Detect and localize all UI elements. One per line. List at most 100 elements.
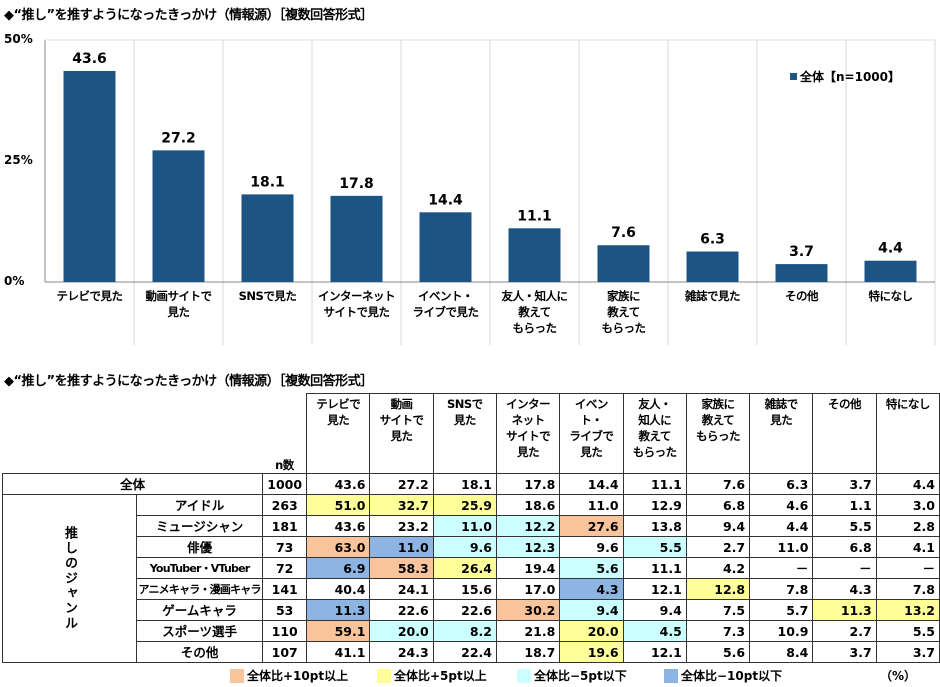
table-cell: 6.8 — [685, 494, 751, 516]
table-cell: 11.0 — [559, 494, 624, 516]
data-label: 6.3 — [700, 232, 725, 248]
column-header: 特になし — [875, 393, 940, 474]
n-value: 107 — [262, 641, 308, 663]
n-value: 263 — [262, 494, 308, 516]
table-cell: 2.7 — [812, 620, 877, 642]
table-cell: 4.4 — [749, 515, 814, 537]
bar — [152, 150, 205, 282]
table-cell: 17.0 — [495, 578, 561, 600]
n-value: 73 — [262, 536, 308, 558]
table-cell: 5.5 — [875, 620, 940, 642]
table-cell: 18.1 — [432, 473, 497, 495]
table-cell: － — [812, 557, 877, 579]
bar — [775, 264, 828, 282]
table-cell: 8.4 — [749, 641, 814, 663]
column-header: その他 — [812, 393, 877, 474]
legend-swatch — [517, 668, 531, 683]
row-label: 俳優 — [135, 536, 264, 558]
table-row: YouTuber・VTuber 72 6.9 58.3 26.4 19.4 5.6 11.1 4… — [3, 557, 940, 579]
bar — [597, 245, 650, 282]
category-label: インターネット サイトで見た — [318, 289, 396, 319]
table-cell: 12.8 — [685, 578, 751, 600]
category-label: 家族に 教えて もらった — [601, 289, 647, 335]
table-cell: 11.3 — [306, 599, 371, 621]
table-cell: 63.0 — [306, 536, 371, 558]
row-label: アイドル — [135, 494, 264, 516]
legend-swatch — [790, 73, 797, 80]
table-cell: 12.9 — [622, 494, 687, 516]
table-cell: 13.8 — [622, 515, 687, 537]
table-cell: 20.0 — [559, 620, 624, 642]
table-cell: 11.0 — [749, 536, 814, 558]
table-cell: 7.8 — [875, 578, 940, 600]
bar — [63, 70, 116, 282]
data-label: 4.4 — [878, 241, 903, 257]
table-row: 推しのジャンル アイドル 263 51.0 32.7 25.9 18.6 11.0 12.9 6.… — [2, 494, 940, 663]
header-blank — [2, 393, 263, 474]
row-label: アニメキャラ・漫画キャラ — [135, 578, 264, 600]
table-row: アニメキャラ・漫画キャラ 141 40.4 24.1 15.6 17.0 4.3 12.1 12… — [3, 578, 940, 600]
bar-chart: 43.6 27.2 18.1 17.8 14.4 11.1 7.6 6.3 3.7 4.4 — [44, 39, 936, 345]
category-label: 友人・知人に 教えて もらった — [501, 289, 569, 335]
table-cell: 41.1 — [306, 641, 371, 663]
legend-swatch — [377, 668, 391, 683]
table-cell: 5.6 — [559, 557, 624, 579]
data-label: 27.2 — [161, 130, 196, 146]
data-label: 3.7 — [789, 244, 814, 260]
table-cell: 21.8 — [495, 620, 561, 642]
row-label: スポーツ選手 — [135, 620, 264, 642]
legend-label: 全体【n=1000】 — [800, 70, 900, 84]
column-header: インター ネット サイトで 見た — [495, 393, 561, 474]
table-cell: 20.0 — [369, 620, 434, 642]
table-cell: 3.7 — [875, 641, 940, 663]
table-row-total: 全体 1000 43.6 27.2 18.1 17.8 14.4 11.1 7.6 6.3 3.7 4… — [1, 473, 940, 495]
bar — [686, 251, 739, 282]
table-cell: 2.7 — [685, 536, 751, 558]
table-cell: 15.6 — [432, 578, 497, 600]
table-cell: 43.6 — [306, 515, 371, 537]
y-tick-label: 0% — [4, 274, 25, 288]
table-cell: 58.3 — [369, 557, 434, 579]
row-label: ゲームキャラ — [135, 599, 264, 621]
data-label: 7.6 — [611, 225, 636, 241]
n-value: 181 — [262, 515, 308, 537]
table-cell: 4.3 — [559, 578, 624, 600]
table-cell: 40.4 — [306, 578, 371, 600]
table-cell: 7.3 — [685, 620, 751, 642]
column-header: 家族に 教えて もらった — [685, 393, 751, 474]
table-cell: 12.1 — [622, 641, 687, 663]
table-cell: － — [749, 557, 814, 579]
table-cell: 14.4 — [559, 473, 624, 495]
table-cell: 12.2 — [495, 515, 561, 537]
table-cell: 12.3 — [495, 536, 561, 558]
table-cell: 5.5 — [622, 536, 687, 558]
table-cell: 4.4 — [875, 473, 940, 495]
n-value: 110 — [262, 620, 308, 642]
table-cell: 5.5 — [812, 515, 877, 537]
category-label: イベント・ ライブで見た — [412, 289, 480, 319]
table-cell: 6.9 — [306, 557, 371, 579]
table-cell: 7.5 — [685, 599, 751, 621]
table-cell: 27.2 — [369, 473, 434, 495]
table-cell: 4.3 — [812, 578, 877, 600]
table-cell: 9.4 — [685, 515, 751, 537]
table-cell: 22.4 — [432, 641, 497, 663]
legend-label: 全体比+5pt以上 — [394, 669, 487, 683]
table-title: ◆“推し”を推すようになったきっかけ（情報源）［複数回答形式］ — [4, 374, 373, 389]
y-tick-label: 25% — [4, 153, 33, 167]
table-cell: 51.0 — [306, 494, 371, 516]
table-cell: 2.8 — [875, 515, 940, 537]
table-cell: 25.9 — [432, 494, 497, 516]
n-header: n数 — [262, 393, 308, 474]
table-cell: 11.1 — [622, 557, 687, 579]
table-cell: 11.0 — [432, 515, 497, 537]
table-cell: － — [875, 557, 940, 579]
table-cell: 5.6 — [685, 641, 751, 663]
bar — [508, 228, 561, 282]
table-legend-item: 全体比+10pt以上 — [230, 667, 348, 684]
data-label: 17.8 — [339, 176, 374, 192]
legend-swatch — [664, 668, 678, 683]
table-cell: 9.4 — [559, 599, 624, 621]
bar — [330, 195, 383, 282]
table-cell: 27.6 — [559, 515, 624, 537]
